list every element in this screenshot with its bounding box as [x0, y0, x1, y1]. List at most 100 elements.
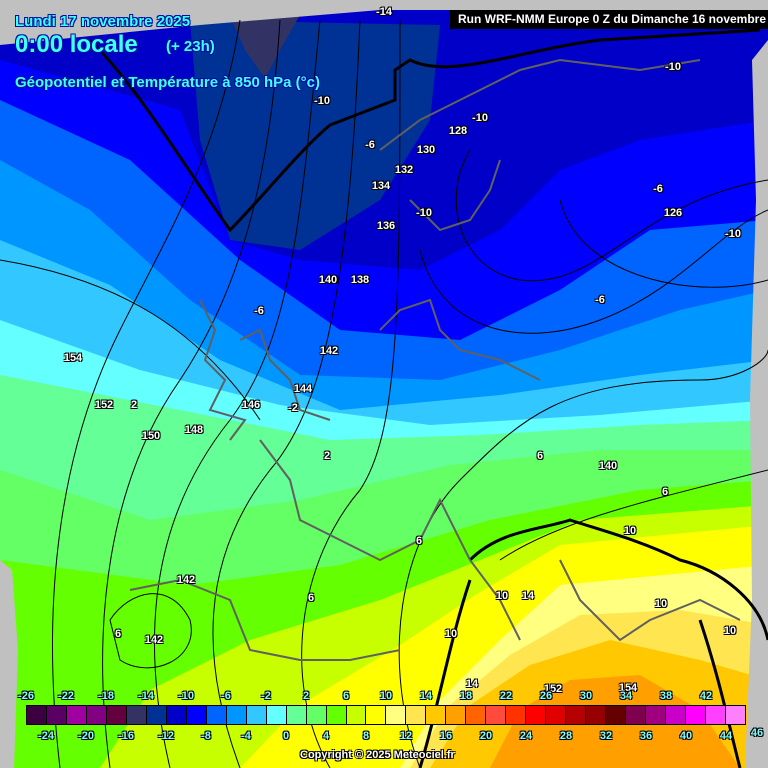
legend-swatch — [446, 706, 467, 724]
legend-swatch — [466, 706, 487, 724]
legend-swatch — [66, 706, 87, 724]
contour-label: 10 — [654, 598, 668, 610]
contour-label: -6 — [254, 305, 264, 317]
contour-label: 2 — [130, 399, 138, 411]
contour-label: 126 — [663, 207, 683, 219]
legend-swatch — [186, 706, 207, 724]
contour-label: 6 — [114, 628, 122, 640]
contour-label: -10 — [472, 112, 488, 124]
contour-label: 6 — [415, 535, 423, 547]
legend-swatch — [326, 706, 347, 724]
contour-label: -14 — [376, 6, 392, 18]
legend-swatch — [126, 706, 147, 724]
contour-label: 14 — [521, 590, 535, 602]
temp-band-minus14 — [230, 15, 300, 78]
legend-tick-top: 42 — [699, 690, 713, 702]
legend-tick-bottom: -20 — [78, 730, 94, 742]
legend-swatch — [586, 706, 607, 724]
legend-swatch — [566, 706, 587, 724]
legend-swatch — [266, 706, 287, 724]
legend-swatch — [27, 706, 47, 724]
contour-label: 10 — [495, 590, 509, 602]
legend-tick-bottom: 46 — [750, 727, 764, 739]
geopotential-contours — [0, 19, 768, 768]
color-scale-legend — [26, 705, 746, 725]
contour-label: 132 — [394, 164, 414, 176]
forecast-lead-time: (+ 23h) — [166, 38, 215, 55]
legend-tick-bottom: -24 — [38, 730, 54, 742]
contour-label: -2 — [288, 402, 298, 414]
legend-tick-bottom: 4 — [322, 730, 330, 742]
contour-label: 134 — [371, 180, 391, 192]
legend-swatch — [86, 706, 107, 724]
contour-label: 128 — [448, 125, 468, 137]
contour-label: 144 — [293, 383, 313, 395]
contour-label: -6 — [653, 183, 663, 195]
contour-label: 10 — [623, 525, 637, 537]
legend-swatch — [666, 706, 686, 724]
legend-swatch — [146, 706, 167, 724]
contour-label: 152 — [543, 683, 563, 695]
contour-label: -10 — [725, 228, 741, 240]
legend-tick-bottom: -12 — [158, 730, 174, 742]
legend-tick-top: -18 — [98, 690, 114, 702]
legend-tick-top: -2 — [261, 690, 271, 702]
legend-swatch — [386, 706, 407, 724]
contour-label: 6 — [307, 592, 315, 604]
legend-swatch — [366, 706, 387, 724]
legend-swatch — [346, 706, 367, 724]
legend-tick-bottom: 40 — [679, 730, 693, 742]
legend-tick-bottom: 12 — [399, 730, 413, 742]
legend-tick-top: 26 — [539, 690, 553, 702]
contour-label: 142 — [176, 574, 196, 586]
contour-label: 152 — [94, 399, 114, 411]
contour-label: -10 — [665, 61, 681, 73]
legend-tick-bottom: 8 — [362, 730, 370, 742]
contour-label: 6 — [661, 486, 669, 498]
contour-label: 10 — [723, 625, 737, 637]
legend-tick-top: -26 — [18, 690, 34, 702]
legend-swatch — [226, 706, 247, 724]
legend-tick-bottom: 32 — [599, 730, 613, 742]
legend-tick-bottom: 28 — [559, 730, 573, 742]
legend-swatch — [725, 706, 745, 724]
legend-tick-top: -22 — [58, 690, 74, 702]
contour-label: 146 — [241, 399, 261, 411]
legend-tick-bottom: 24 — [519, 730, 533, 742]
legend-swatch — [406, 706, 427, 724]
legend-tick-bottom: 20 — [479, 730, 493, 742]
contour-label: 2 — [323, 450, 331, 462]
coastlines — [129, 58, 741, 661]
legend-swatch — [46, 706, 67, 724]
legend-tick-top: 18 — [459, 690, 473, 702]
contour-label: 138 — [350, 274, 370, 286]
legend-tick-bottom: -8 — [201, 730, 211, 742]
legend-tick-bottom: -16 — [118, 730, 134, 742]
legend-tick-top: 6 — [342, 690, 350, 702]
legend-tick-top: 38 — [659, 690, 673, 702]
legend-tick-top: 14 — [419, 690, 433, 702]
contour-label: 140 — [318, 274, 338, 286]
contour-label: 142 — [144, 634, 164, 646]
contour-label: -10 — [314, 95, 330, 107]
contour-label: 154 — [618, 682, 638, 694]
legend-tick-bottom: 36 — [639, 730, 653, 742]
contour-label: 14 — [465, 678, 479, 690]
legend-tick-top: 30 — [579, 690, 593, 702]
contour-label: 10 — [444, 628, 458, 640]
legend-tick-top: 10 — [379, 690, 393, 702]
contour-label: 142 — [319, 345, 339, 357]
legend-tick-bottom: 16 — [439, 730, 453, 742]
legend-tick-top: -10 — [178, 690, 194, 702]
legend-swatch — [426, 706, 447, 724]
legend-swatch — [486, 706, 507, 724]
model-run-info: Run WRF-NMM Europe 0 Z du Dimanche 16 no… — [450, 10, 768, 29]
contour-label: 140 — [598, 460, 618, 472]
forecast-date: Lundi 17 novembre 2025 — [15, 13, 191, 30]
legend-swatch — [606, 706, 627, 724]
legend-tick-top: -14 — [138, 690, 154, 702]
legend-swatch — [306, 706, 327, 724]
legend-tick-bottom: 0 — [282, 730, 290, 742]
contour-label: 148 — [184, 424, 204, 436]
